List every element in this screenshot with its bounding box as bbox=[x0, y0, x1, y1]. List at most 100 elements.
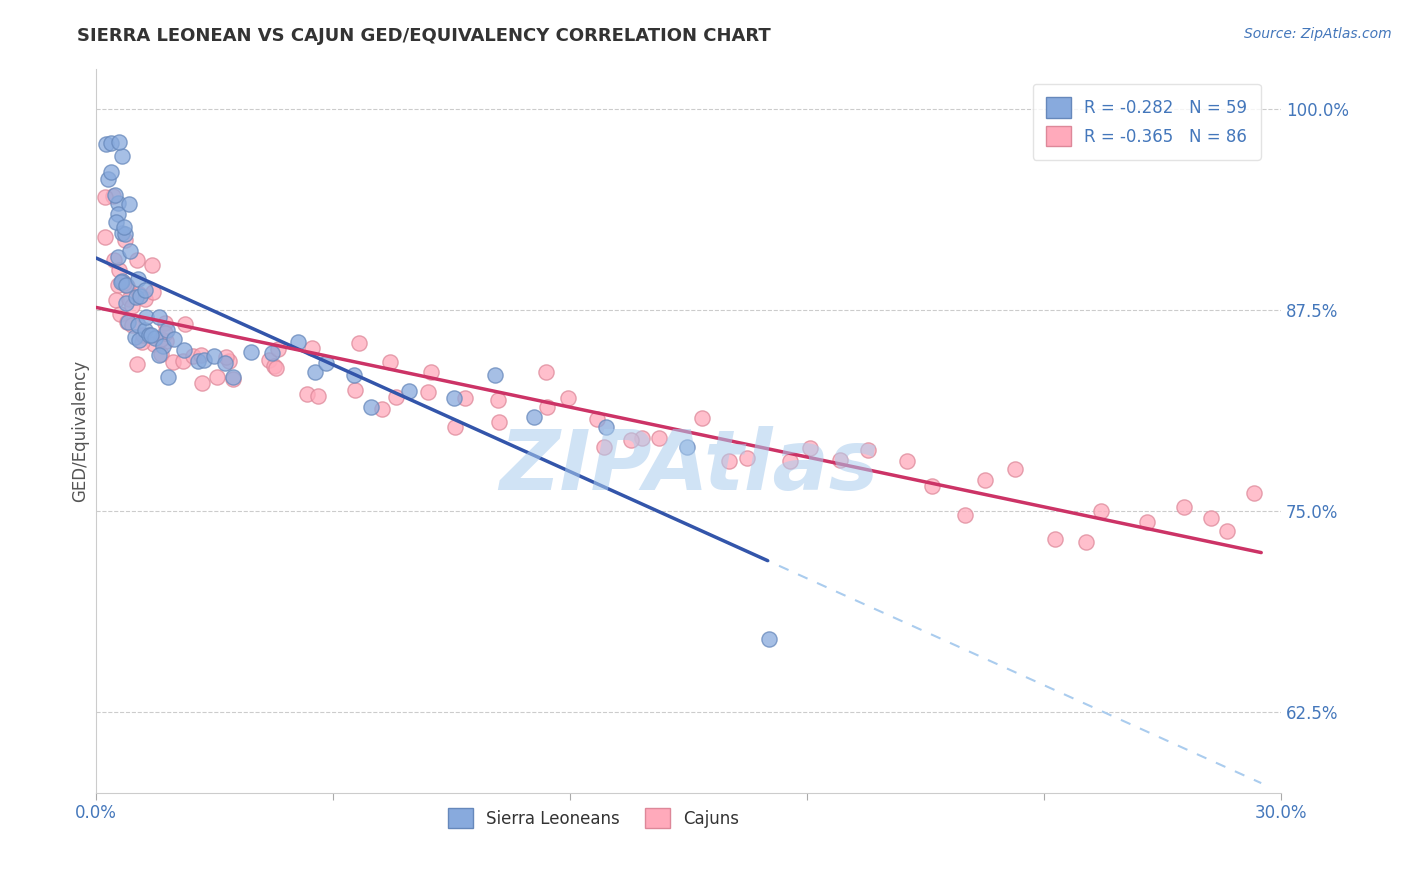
Point bbox=[360, 400, 382, 414]
Y-axis label: GED/Equivalency: GED/Equivalency bbox=[72, 359, 89, 501]
Point bbox=[128, 334, 150, 348]
Point bbox=[107, 196, 129, 211]
Point bbox=[1045, 532, 1067, 546]
Point bbox=[240, 345, 263, 359]
Point bbox=[307, 389, 329, 403]
Point bbox=[263, 359, 285, 373]
Point bbox=[121, 318, 143, 332]
Point bbox=[108, 307, 131, 321]
Point bbox=[398, 384, 420, 398]
Point bbox=[205, 369, 228, 384]
Point bbox=[94, 190, 117, 204]
Point bbox=[174, 317, 197, 331]
Point bbox=[142, 285, 165, 300]
Point bbox=[127, 318, 149, 332]
Point bbox=[115, 278, 138, 293]
Point bbox=[148, 310, 170, 324]
Point bbox=[117, 293, 139, 307]
Point bbox=[108, 135, 131, 149]
Point bbox=[131, 334, 153, 349]
Point bbox=[193, 353, 215, 368]
Point bbox=[132, 328, 155, 343]
Point bbox=[145, 331, 167, 345]
Point bbox=[585, 412, 607, 426]
Point bbox=[94, 230, 117, 244]
Point bbox=[115, 277, 138, 292]
Point bbox=[378, 355, 401, 369]
Point bbox=[153, 326, 176, 341]
Point bbox=[536, 400, 558, 414]
Point bbox=[129, 289, 152, 303]
Point bbox=[921, 479, 943, 493]
Point bbox=[105, 293, 128, 307]
Point bbox=[676, 440, 699, 454]
Point bbox=[267, 342, 290, 356]
Point bbox=[484, 368, 506, 382]
Point bbox=[1215, 524, 1237, 538]
Point bbox=[648, 430, 671, 444]
Point bbox=[420, 365, 443, 379]
Point bbox=[150, 332, 173, 346]
Point bbox=[127, 253, 149, 268]
Point bbox=[592, 440, 614, 454]
Point bbox=[799, 441, 821, 455]
Point bbox=[486, 392, 509, 407]
Point bbox=[385, 390, 408, 404]
Point bbox=[149, 346, 172, 360]
Point bbox=[94, 137, 117, 152]
Point bbox=[111, 274, 134, 288]
Point bbox=[557, 391, 579, 405]
Point bbox=[110, 275, 132, 289]
Point bbox=[443, 391, 465, 405]
Point bbox=[344, 383, 367, 397]
Point bbox=[152, 339, 174, 353]
Point bbox=[690, 411, 713, 425]
Point bbox=[620, 434, 643, 448]
Point bbox=[214, 355, 236, 369]
Point bbox=[101, 189, 124, 203]
Point bbox=[157, 370, 180, 384]
Point bbox=[534, 365, 557, 379]
Point bbox=[973, 473, 995, 487]
Point bbox=[1136, 515, 1159, 529]
Point bbox=[347, 336, 370, 351]
Point bbox=[114, 233, 136, 247]
Point bbox=[955, 508, 977, 522]
Point bbox=[143, 337, 166, 351]
Point bbox=[114, 227, 136, 241]
Point bbox=[218, 353, 240, 368]
Point bbox=[190, 348, 212, 362]
Text: Source: ZipAtlas.com: Source: ZipAtlas.com bbox=[1244, 27, 1392, 41]
Point bbox=[100, 165, 122, 179]
Point bbox=[96, 172, 118, 186]
Point bbox=[1199, 510, 1222, 524]
Point bbox=[444, 419, 467, 434]
Point bbox=[266, 361, 288, 376]
Point bbox=[1173, 500, 1195, 514]
Point bbox=[488, 415, 510, 429]
Point bbox=[779, 454, 801, 468]
Point bbox=[112, 276, 135, 290]
Text: ZIPAtlas: ZIPAtlas bbox=[499, 426, 879, 508]
Point bbox=[134, 292, 156, 306]
Point bbox=[120, 244, 142, 258]
Point bbox=[127, 272, 149, 286]
Point bbox=[287, 334, 309, 349]
Point bbox=[758, 632, 780, 646]
Point bbox=[173, 343, 195, 357]
Point bbox=[155, 316, 177, 330]
Point bbox=[181, 349, 204, 363]
Point bbox=[107, 250, 129, 264]
Point bbox=[138, 328, 160, 343]
Point bbox=[262, 346, 284, 360]
Point bbox=[111, 149, 134, 163]
Point bbox=[523, 409, 546, 424]
Point bbox=[295, 386, 318, 401]
Point bbox=[124, 330, 146, 344]
Point bbox=[896, 454, 918, 468]
Point bbox=[371, 401, 394, 416]
Point bbox=[104, 187, 127, 202]
Point bbox=[114, 296, 136, 310]
Point bbox=[1004, 461, 1026, 475]
Point bbox=[163, 332, 186, 346]
